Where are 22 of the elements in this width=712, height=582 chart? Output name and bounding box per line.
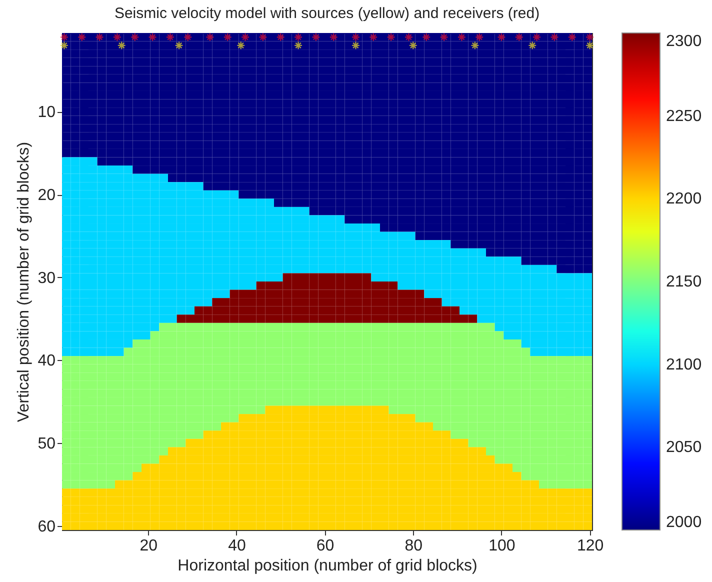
x-axis-title: Horizontal position (number of grid blocks) bbox=[178, 558, 478, 574]
y-tick-label: 10 bbox=[38, 104, 56, 122]
x-tick-label: 60 bbox=[316, 538, 334, 554]
color-bar-label: 2100 bbox=[666, 356, 702, 374]
x-tick-label: 40 bbox=[228, 538, 246, 554]
y-tick-label: 50 bbox=[38, 436, 56, 453]
y-tick-label: 30 bbox=[38, 270, 56, 287]
color-bar-label: 2200 bbox=[666, 190, 702, 208]
x-tick-label: 120 bbox=[576, 538, 604, 554]
y-tick-label: 40 bbox=[38, 352, 56, 370]
color-bar-label: 2150 bbox=[666, 274, 702, 290]
color-bar-label: 2250 bbox=[666, 108, 702, 125]
x-tick-label: 80 bbox=[404, 538, 423, 554]
color-bar-label: 2050 bbox=[666, 439, 702, 456]
x-tick-label: 20 bbox=[140, 538, 158, 554]
chart-title: Seismic velocity model with sources (yellow) and receivers (red) bbox=[114, 5, 540, 22]
y-tick-label: 20 bbox=[38, 187, 56, 204]
y-axis-title: Vertical position (number of grid blocks) bbox=[16, 142, 33, 422]
color-bar-label: 2000 bbox=[666, 514, 702, 531]
x-tick-label: 100 bbox=[488, 538, 516, 554]
y-tick-label: 60 bbox=[38, 518, 56, 536]
color-bar-label: 2300 bbox=[666, 33, 702, 50]
